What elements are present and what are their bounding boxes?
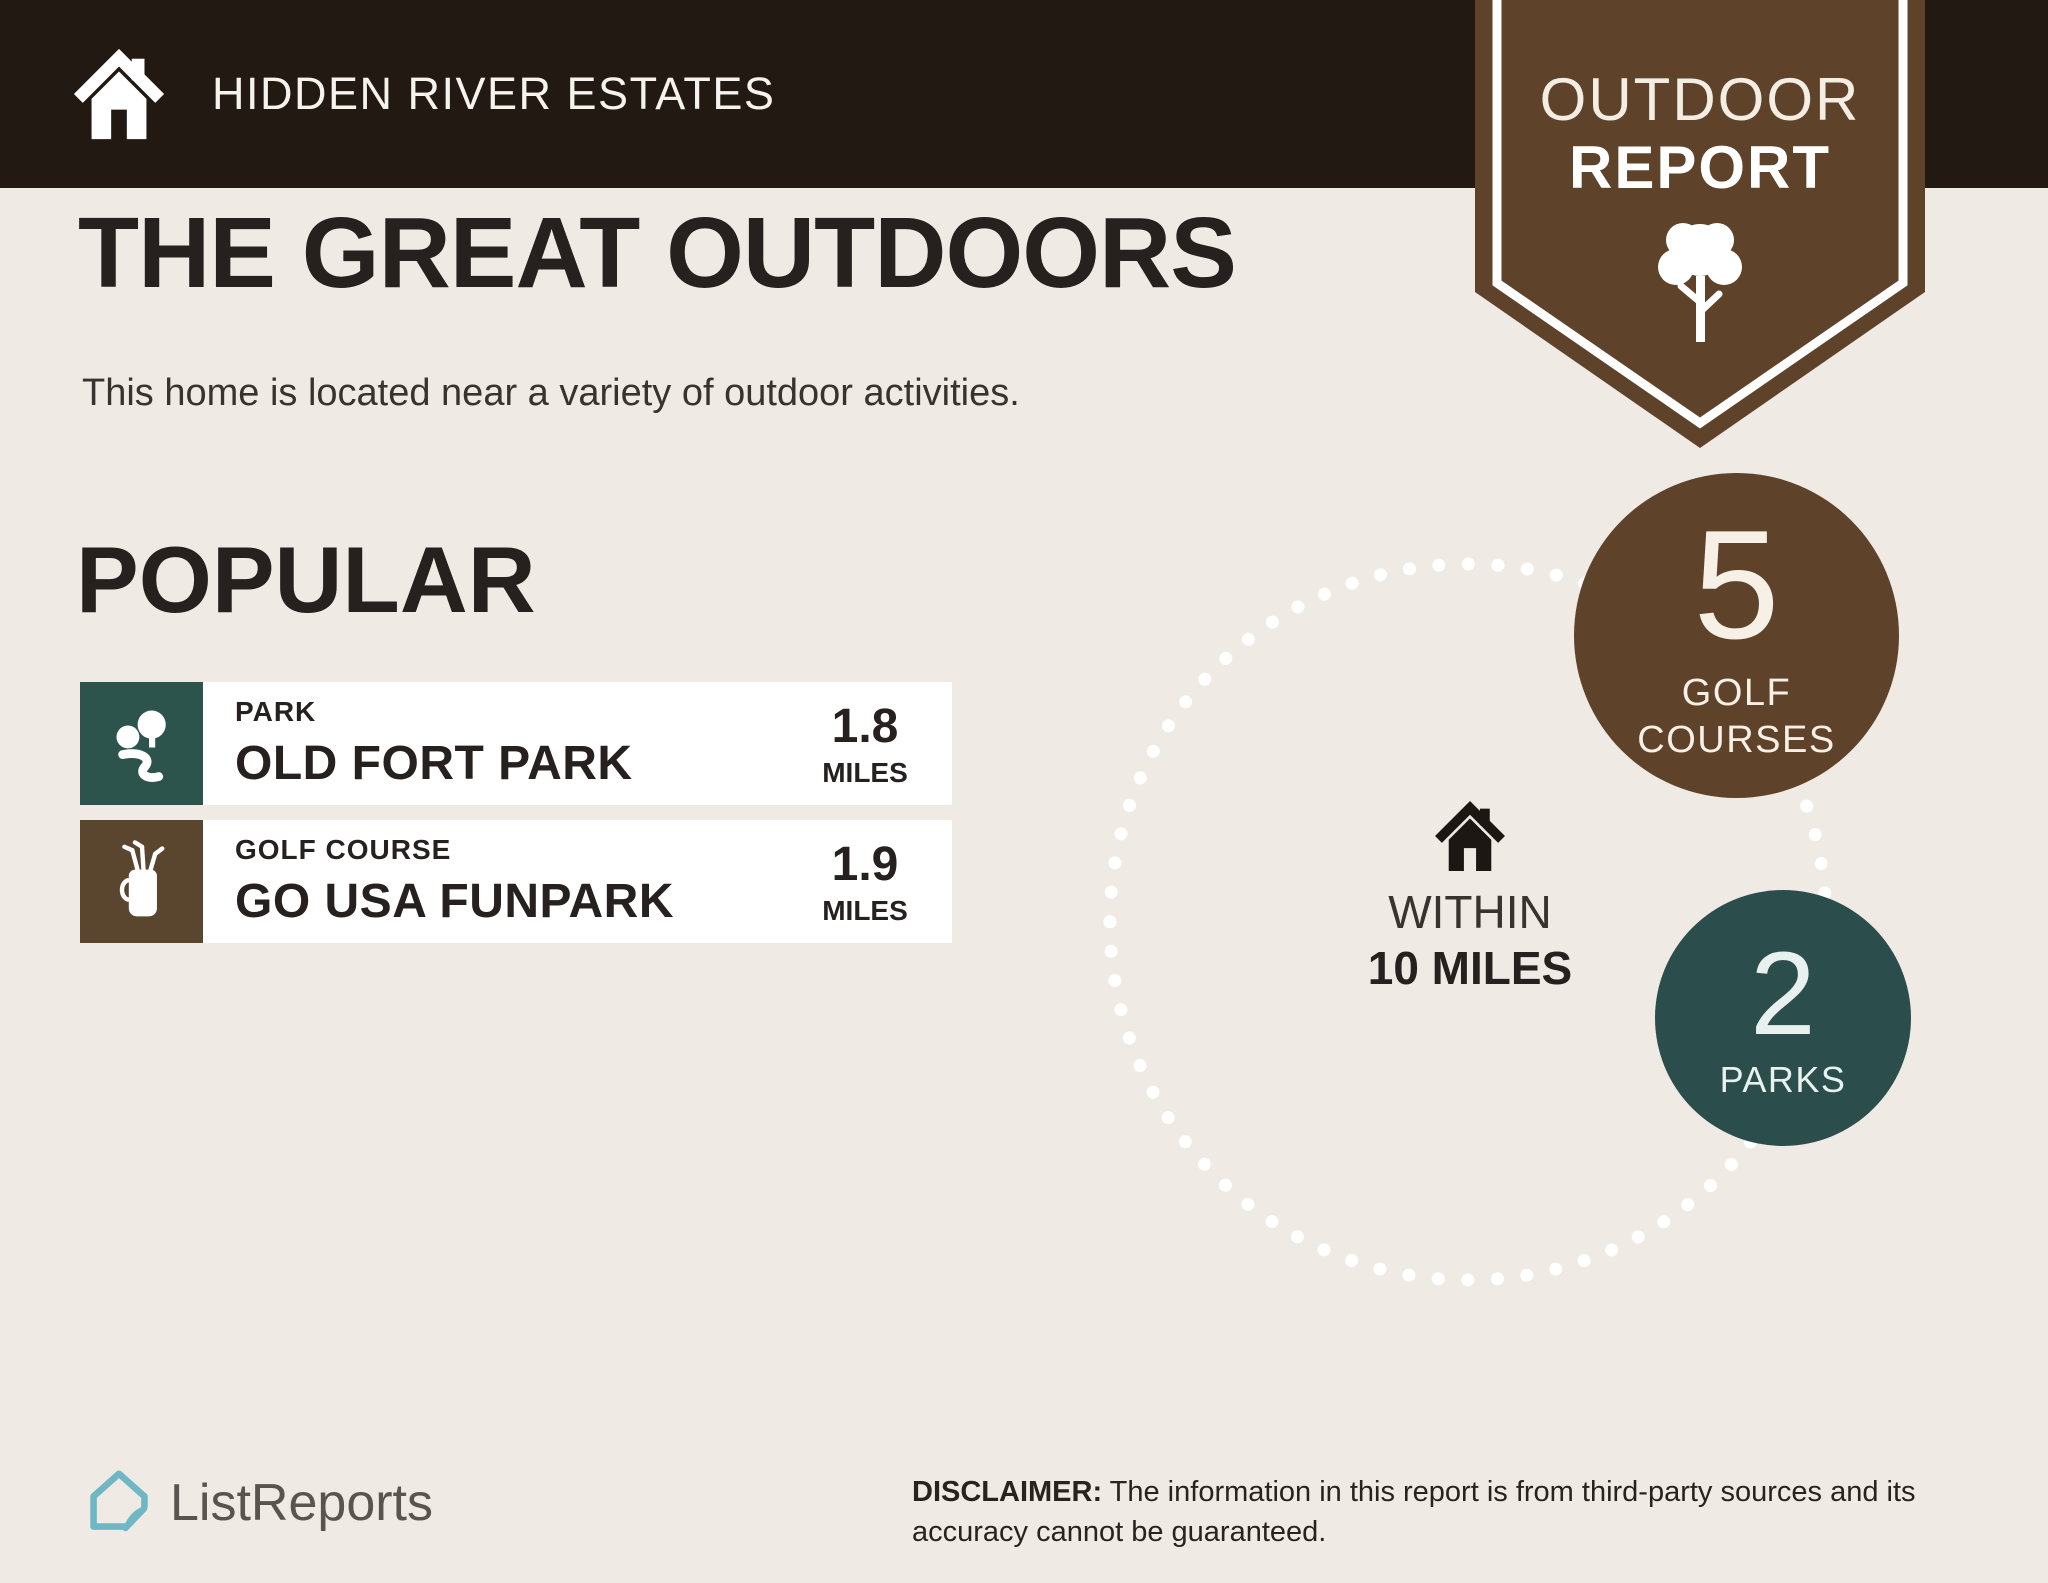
- distance-unit: MILES: [822, 894, 908, 926]
- tree-icon: [1658, 223, 1742, 342]
- item-category: GOLF COURSE: [235, 834, 452, 865]
- item-distance: 1.8 MILES: [804, 699, 952, 789]
- distance-value: 1.8: [831, 699, 899, 753]
- listreports-logo: ListReports: [86, 1466, 433, 1540]
- stat-value: 5: [1693, 497, 1780, 671]
- stat-label: PARKS: [1719, 1058, 1847, 1100]
- disclaimer: DISCLAIMER: The information in this repo…: [912, 1472, 1942, 1552]
- badge-line1: OUTDOOR: [1540, 66, 1861, 133]
- park-trees-icon: [80, 682, 203, 805]
- stat-parks: 2 PARKS: [1655, 890, 1911, 1146]
- list-item-text: GOLF COURSE GO USA FUNPARK: [203, 820, 674, 943]
- distance-value: 1.9: [831, 837, 899, 891]
- stat-golf-courses: 5 GOLF COURSES: [1574, 473, 1899, 798]
- within-label: WITHIN: [1388, 886, 1552, 938]
- page-subtitle: This home is located near a variety of o…: [82, 372, 1020, 414]
- item-category: PARK: [235, 696, 317, 727]
- list-item-text: PARK OLD FORT PARK: [203, 682, 633, 805]
- stat-label: GOLF COURSES: [1637, 671, 1836, 762]
- list-item-park: PARK OLD FORT PARK 1.8 MILES: [80, 682, 952, 805]
- popular-heading: POPULAR: [76, 527, 536, 632]
- badge-line2: REPORT: [1569, 134, 1831, 201]
- disclaimer-text: The information in this report is from t…: [912, 1476, 1916, 1549]
- radius-miles-label: 10 MILES: [1367, 942, 1573, 994]
- home-icon: [1435, 801, 1505, 871]
- item-name: GO USA FUNPARK: [235, 875, 674, 928]
- item-name: OLD FORT PARK: [235, 737, 633, 790]
- golf-bag-icon: [80, 820, 203, 943]
- list-item-golf-course: GOLF COURSE GO USA FUNPARK 1.9 MILES: [80, 820, 952, 943]
- disclaimer-label: DISCLAIMER:: [912, 1476, 1103, 1508]
- outdoor-report-badge: OUTDOOR REPORT: [1475, 0, 1925, 448]
- property-title: HIDDEN RIVER ESTATES: [212, 68, 776, 119]
- distance-unit: MILES: [822, 756, 908, 788]
- radius-center-label: WITHIN 10 MILES: [1330, 798, 1610, 995]
- page-title: THE GREAT OUTDOORS: [78, 197, 1237, 309]
- popular-list: PARK OLD FORT PARK 1.8 MILES GOLF COURSE…: [80, 682, 952, 958]
- home-icon: [73, 48, 165, 140]
- brand-name: ListReports: [170, 1474, 433, 1532]
- stat-value: 2: [1750, 927, 1816, 1060]
- listreports-house-icon: [90, 1470, 149, 1534]
- item-distance: 1.9 MILES: [804, 837, 952, 927]
